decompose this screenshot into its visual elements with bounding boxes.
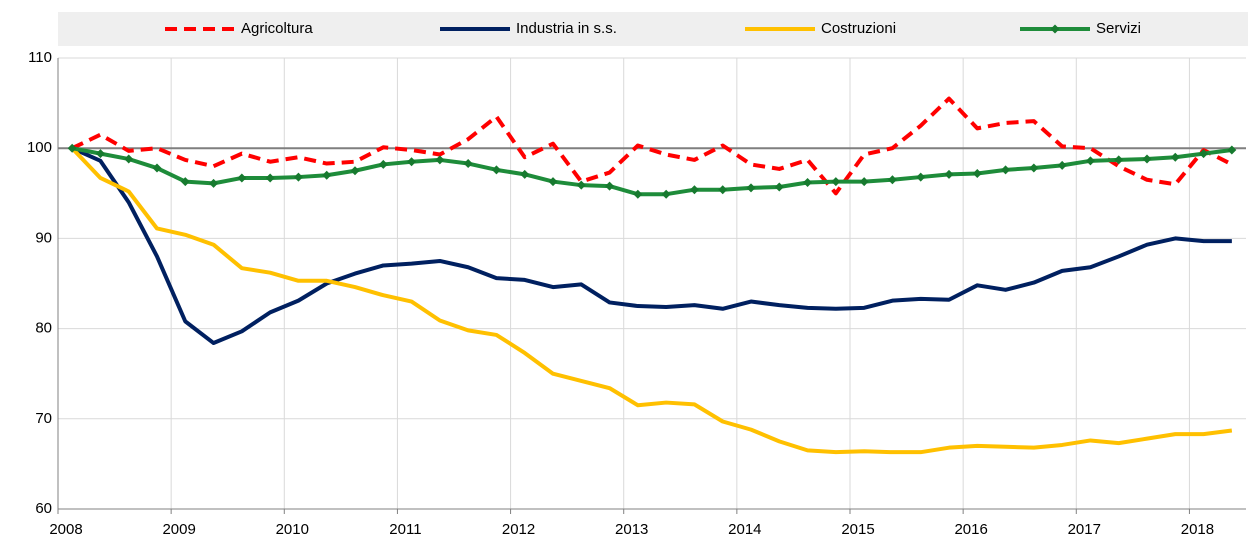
point-marker bbox=[1057, 160, 1067, 170]
point-marker bbox=[887, 175, 897, 185]
point-marker bbox=[633, 189, 643, 199]
point-marker bbox=[322, 170, 332, 180]
y-tick-label: 70 bbox=[35, 410, 52, 427]
point-marker bbox=[1029, 163, 1039, 173]
point-marker bbox=[689, 185, 699, 195]
point-marker bbox=[237, 173, 247, 183]
y-tick-label: 60 bbox=[35, 500, 52, 517]
point-marker bbox=[1114, 155, 1124, 165]
point-marker bbox=[576, 180, 586, 190]
legend-marker bbox=[1050, 24, 1060, 34]
x-tick-label: 2014 bbox=[728, 521, 761, 538]
x-tick-label: 2013 bbox=[615, 521, 648, 538]
y-tick-label: 100 bbox=[27, 139, 52, 156]
point-marker bbox=[67, 143, 77, 153]
point-marker bbox=[916, 172, 926, 182]
point-marker bbox=[972, 168, 982, 178]
x-tick-label: 2009 bbox=[162, 521, 195, 538]
legend-label: Servizi bbox=[1096, 20, 1141, 37]
point-marker bbox=[944, 169, 954, 179]
point-marker bbox=[435, 155, 445, 165]
x-tick-label: 2008 bbox=[49, 521, 82, 538]
legend-label: Agricoltura bbox=[241, 20, 313, 37]
x-tick-label: 2017 bbox=[1068, 521, 1101, 538]
point-marker bbox=[350, 166, 360, 176]
x-tick-label: 2016 bbox=[954, 521, 987, 538]
point-marker bbox=[293, 172, 303, 182]
legend-label: Costruzioni bbox=[821, 20, 896, 37]
point-marker bbox=[605, 181, 615, 191]
x-tick-label: 2018 bbox=[1181, 521, 1214, 538]
point-marker bbox=[774, 182, 784, 192]
y-tick-label: 90 bbox=[35, 229, 52, 246]
point-marker bbox=[548, 177, 558, 187]
point-marker bbox=[407, 157, 417, 167]
point-marker bbox=[520, 169, 530, 179]
series-line bbox=[70, 146, 1233, 455]
point-marker bbox=[265, 173, 275, 183]
point-marker bbox=[491, 165, 501, 175]
point-marker bbox=[1085, 156, 1095, 166]
point-marker bbox=[1142, 154, 1152, 164]
point-marker bbox=[124, 154, 134, 164]
point-marker bbox=[1227, 145, 1237, 155]
point-marker bbox=[209, 178, 219, 188]
point-marker bbox=[378, 159, 388, 169]
point-marker bbox=[831, 177, 841, 187]
point-marker bbox=[1170, 152, 1180, 162]
x-tick-label: 2010 bbox=[276, 521, 309, 538]
series-line bbox=[71, 146, 1232, 346]
point-marker bbox=[859, 177, 869, 187]
y-tick-label: 80 bbox=[35, 320, 52, 337]
point-marker bbox=[746, 183, 756, 193]
point-marker bbox=[661, 189, 671, 199]
point-marker bbox=[803, 177, 813, 187]
series-line bbox=[71, 96, 1233, 196]
x-tick-label: 2012 bbox=[502, 521, 535, 538]
point-marker bbox=[463, 159, 473, 169]
point-marker bbox=[718, 185, 728, 195]
legend-label: Industria in s.s. bbox=[516, 20, 617, 37]
series-line bbox=[71, 146, 1233, 197]
y-tick-label: 110 bbox=[28, 49, 52, 66]
point-marker bbox=[180, 177, 190, 187]
x-tick-label: 2011 bbox=[389, 521, 421, 538]
x-tick-label: 2015 bbox=[841, 521, 874, 538]
point-marker bbox=[95, 149, 105, 159]
point-marker bbox=[152, 163, 162, 173]
point-marker bbox=[1199, 149, 1209, 159]
point-marker bbox=[1001, 165, 1011, 175]
